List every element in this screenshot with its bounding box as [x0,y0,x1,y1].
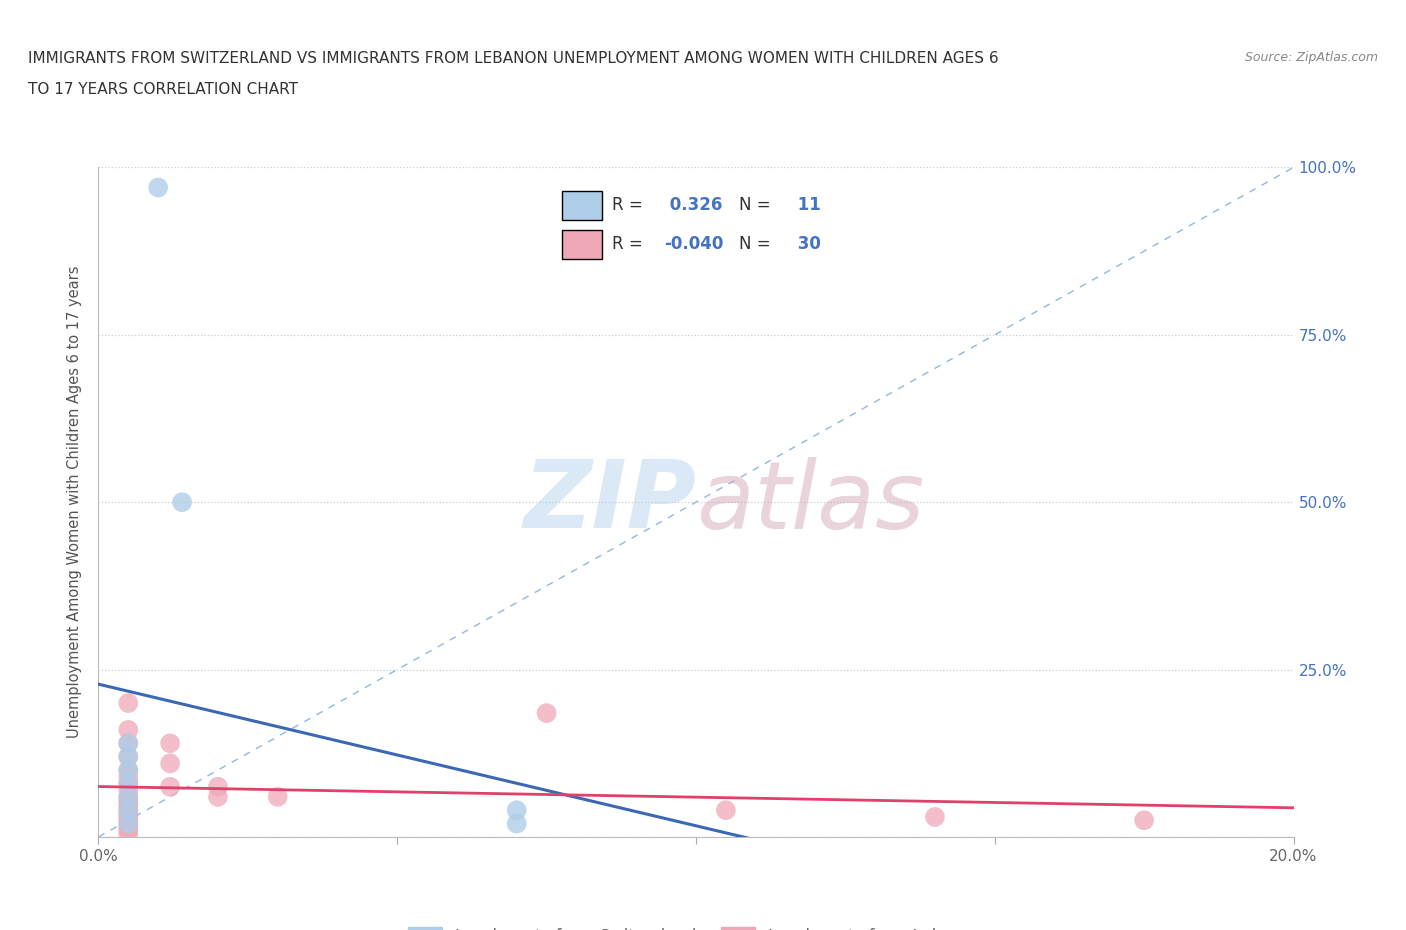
Legend: Immigrants from Switzerland, Immigrants from Lebanon: Immigrants from Switzerland, Immigrants … [401,919,991,930]
Point [117,823,139,838]
Point [117,696,139,711]
Point [117,803,139,817]
Point [117,750,139,764]
Point [117,817,139,831]
Point [117,736,139,751]
Point [117,750,139,764]
Point [117,783,139,798]
Point [117,790,139,804]
Point [1133,813,1156,828]
Point [159,736,181,751]
Point [159,756,181,771]
Text: atlas: atlas [696,457,924,548]
Point [117,763,139,777]
Point [117,792,139,807]
Point [117,826,139,841]
Point [117,769,139,784]
Point [117,803,139,817]
Text: IMMIGRANTS FROM SWITZERLAND VS IMMIGRANTS FROM LEBANON UNEMPLOYMENT AMONG WOMEN : IMMIGRANTS FROM SWITZERLAND VS IMMIGRANT… [28,51,998,66]
Point [117,790,139,804]
Point [207,779,229,794]
Text: TO 17 YEARS CORRELATION CHART: TO 17 YEARS CORRELATION CHART [28,82,298,97]
Point [117,806,139,821]
Point [159,779,181,794]
Point [506,803,529,817]
Point [117,776,139,790]
Point [117,763,139,777]
Point [117,796,139,811]
Point [117,813,139,828]
Point [714,803,737,817]
Point [117,723,139,737]
Point [117,776,139,790]
Point [117,809,139,824]
Point [207,790,229,804]
Text: Source: ZipAtlas.com: Source: ZipAtlas.com [1244,51,1378,64]
Point [117,819,139,834]
Point [924,809,946,824]
Text: ZIP: ZIP [523,457,696,548]
Point [117,736,139,751]
Point [506,817,529,831]
Y-axis label: Unemployment Among Women with Children Ages 6 to 17 years: Unemployment Among Women with Children A… [67,266,83,738]
Point [172,495,194,510]
Point [117,817,139,831]
Point [117,800,139,815]
Point [267,790,290,804]
Point [536,706,558,721]
Point [148,180,170,195]
